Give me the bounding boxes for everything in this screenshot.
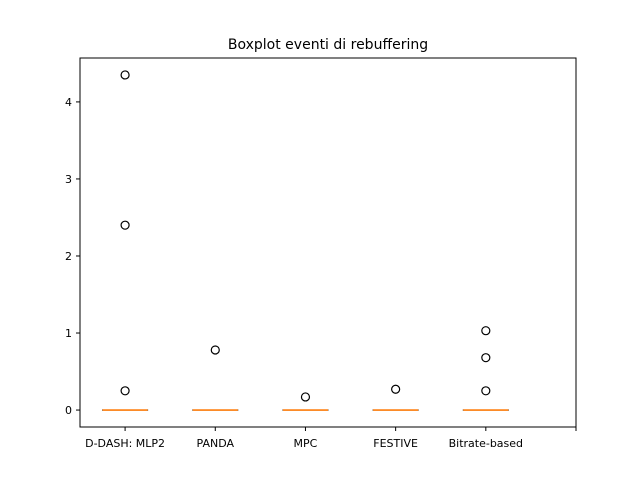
outlier-point xyxy=(120,70,130,80)
plot-area xyxy=(79,57,577,428)
outlier-point xyxy=(120,386,130,396)
chart-title: Boxplot eventi di rebuffering xyxy=(228,37,428,53)
x-tick-label: FESTIVE xyxy=(373,437,418,450)
y-tick-label: 3 xyxy=(65,173,72,186)
outlier-series xyxy=(120,70,491,402)
outlier-point xyxy=(481,326,491,336)
y-tick-label: 4 xyxy=(65,96,72,109)
outlier-point xyxy=(391,384,401,394)
y-tick-label: 2 xyxy=(65,250,72,263)
y-axis: 0 1 2 3 4 xyxy=(65,96,80,417)
x-tick-label: MPC xyxy=(294,437,318,450)
outlier-point xyxy=(481,353,491,363)
outlier-point xyxy=(120,220,130,230)
x-tick-label: D-DASH: MLP2 xyxy=(85,437,165,450)
y-tick-label: 1 xyxy=(65,327,72,340)
y-tick-label: 0 xyxy=(65,404,72,417)
x-axis: D-DASH: MLP2 PANDA MPC FESTIVE Bitrate-based xyxy=(85,427,577,450)
outlier-point xyxy=(300,392,311,402)
x-tick-label: PANDA xyxy=(197,437,235,450)
x-tick-label: Bitrate-based xyxy=(449,437,523,450)
outlier-point xyxy=(481,386,491,396)
outlier-point xyxy=(210,345,220,355)
